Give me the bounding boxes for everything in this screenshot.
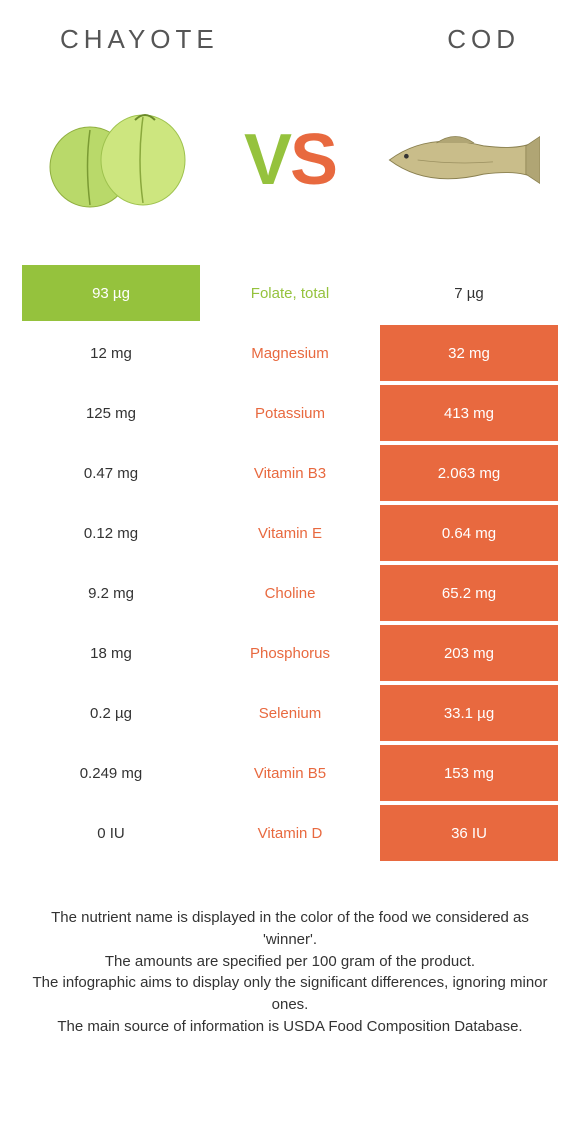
nutrient-label: Choline: [200, 565, 380, 621]
table-row: 12 mgMagnesium32 mg: [22, 325, 558, 381]
nutrient-label: Vitamin B5: [200, 745, 380, 801]
table-row: 0.249 mgVitamin B5153 mg: [22, 745, 558, 801]
value-left: 93 µg: [22, 265, 200, 321]
value-right: 36 IU: [380, 805, 558, 861]
table-row: 0.47 mgVitamin B32.063 mg: [22, 445, 558, 501]
table-row: 18 mgPhosphorus203 mg: [22, 625, 558, 681]
value-right: 0.64 mg: [380, 505, 558, 561]
value-left: 18 mg: [22, 625, 200, 681]
value-right: 413 mg: [380, 385, 558, 441]
footer-line: The infographic aims to display only the…: [30, 972, 550, 1016]
nutrient-label: Vitamin D: [200, 805, 380, 861]
value-right: 203 mg: [380, 625, 558, 681]
table-row: 0.12 mgVitamin E0.64 mg: [22, 505, 558, 561]
value-right: 65.2 mg: [380, 565, 558, 621]
value-right: 153 mg: [380, 745, 558, 801]
footer-line: The amounts are specified per 100 gram o…: [30, 951, 550, 973]
value-left: 0.249 mg: [22, 745, 200, 801]
footer-notes: The nutrient name is displayed in the co…: [0, 865, 580, 1038]
value-right: 33.1 µg: [380, 685, 558, 741]
vs-label: VS: [244, 119, 336, 201]
nutrient-label: Potassium: [200, 385, 380, 441]
nutrient-label: Vitamin E: [200, 505, 380, 561]
value-left: 0.47 mg: [22, 445, 200, 501]
footer-line: The nutrient name is displayed in the co…: [30, 907, 550, 951]
value-left: 9.2 mg: [22, 565, 200, 621]
nutrient-table: 93 µgFolate, total7 µg12 mgMagnesium32 m…: [22, 265, 558, 861]
cod-image: [380, 95, 540, 225]
header: CHAYOTE COD: [0, 0, 580, 65]
nutrient-label: Folate, total: [200, 265, 380, 321]
value-right: 7 µg: [380, 265, 558, 321]
hero-row: VS: [0, 65, 580, 265]
table-row: 0 IUVitamin D36 IU: [22, 805, 558, 861]
value-left: 0.2 µg: [22, 685, 200, 741]
value-right: 2.063 mg: [380, 445, 558, 501]
value-left: 0 IU: [22, 805, 200, 861]
nutrient-label: Vitamin B3: [200, 445, 380, 501]
value-left: 125 mg: [22, 385, 200, 441]
chayote-icon: [45, 105, 195, 215]
footer-line: The main source of information is USDA F…: [30, 1016, 550, 1038]
cod-icon: [380, 120, 540, 200]
nutrient-label: Selenium: [200, 685, 380, 741]
table-row: 93 µgFolate, total7 µg: [22, 265, 558, 321]
table-row: 9.2 mgCholine65.2 mg: [22, 565, 558, 621]
nutrient-label: Phosphorus: [200, 625, 380, 681]
nutrient-label: Magnesium: [200, 325, 380, 381]
table-row: 0.2 µgSelenium33.1 µg: [22, 685, 558, 741]
value-left: 12 mg: [22, 325, 200, 381]
chayote-image: [40, 95, 200, 225]
title-right: COD: [447, 24, 520, 55]
value-left: 0.12 mg: [22, 505, 200, 561]
value-right: 32 mg: [380, 325, 558, 381]
title-left: CHAYOTE: [60, 24, 219, 55]
table-row: 125 mgPotassium413 mg: [22, 385, 558, 441]
vs-v: V: [244, 120, 290, 200]
vs-s: S: [290, 120, 336, 200]
